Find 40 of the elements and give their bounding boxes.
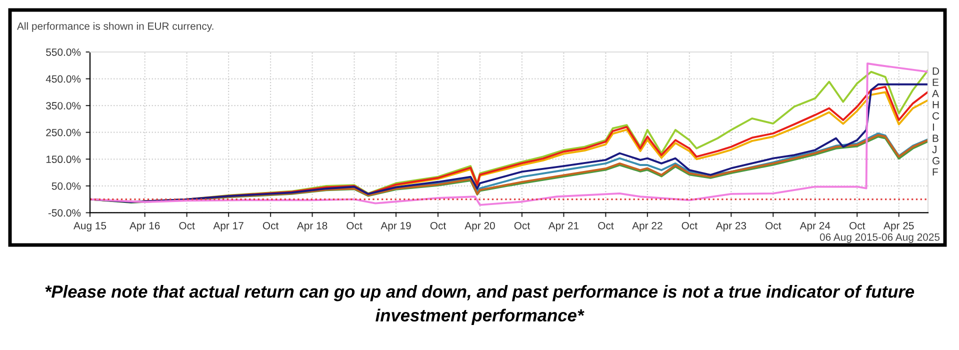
text: G <box>932 157 940 164</box>
text: 06 Aug 2015-06 Aug 2025 <box>820 233 940 243</box>
x-tick-label: Apr 24 <box>800 222 830 232</box>
y-tick-label: 450.0% <box>46 75 81 83</box>
y-tick-label: 150.0% <box>46 156 81 164</box>
x-tick-label: Oct <box>514 222 530 230</box>
x-tick-label: Apr 25 <box>884 222 914 232</box>
y-tick-label: 50.0% <box>52 182 81 190</box>
x-tick-label: Oct <box>430 222 446 230</box>
text: E <box>932 78 938 86</box>
x-tick-label: Oct <box>850 222 866 230</box>
chart-title: All performance is shown in EUR currency. <box>17 22 214 32</box>
x-tick-label: Oct <box>766 222 782 230</box>
y-tick-label: 550.0% <box>46 48 81 56</box>
x-tick-label: Apr 23 <box>716 222 746 232</box>
text: H <box>932 101 939 108</box>
x-tick-label: Apr 19 <box>380 222 411 232</box>
y-tick-label: 350.0% <box>46 102 81 110</box>
x-tick-label: Apr 17 <box>213 222 244 232</box>
x-tick-label: Apr 18 <box>296 222 328 232</box>
text: B <box>932 134 938 142</box>
y-tick-label: 250.0% <box>46 128 81 136</box>
x-tick-label: Oct <box>179 222 195 230</box>
x-tick-label: Oct <box>598 222 614 230</box>
x-tick-label: Apr 16 <box>130 222 160 232</box>
x-tick-label: Apr 21 <box>548 222 579 232</box>
x-tick-label: Oct <box>346 222 362 230</box>
x-tick-label: Oct <box>262 222 279 230</box>
text: D <box>932 68 940 75</box>
text: C <box>932 112 940 120</box>
text: A <box>932 90 939 98</box>
x-tick-label: Apr 20 <box>464 222 495 232</box>
text: F <box>932 168 938 176</box>
x-tick-label: Apr 22 <box>632 222 662 232</box>
text: I <box>932 124 934 131</box>
text: J <box>932 146 936 154</box>
x-tick-label: Aug 15 <box>74 222 106 232</box>
x-tick-label: Oct <box>682 222 698 230</box>
y-tick-label: -50.0% <box>48 209 81 217</box>
text: *Please note that actual return can go up and down, and past performance is not a true indicator of future investment performance* <box>45 285 914 325</box>
